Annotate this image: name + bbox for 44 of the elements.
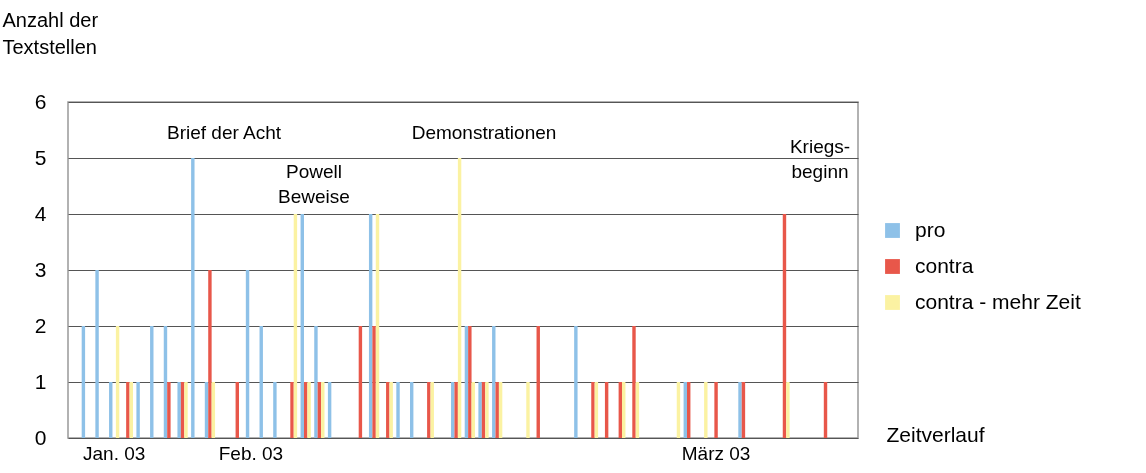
legend-label: contra - mehr Zeit: [915, 289, 1081, 313]
bar: [495, 382, 499, 438]
bar: [95, 270, 99, 438]
bar: [738, 382, 742, 438]
bar: [184, 382, 188, 438]
bar: [485, 382, 489, 438]
bar: [273, 382, 277, 438]
bar: [591, 382, 595, 438]
y-tick-label: 4: [34, 201, 47, 225]
legend-label: pro: [915, 217, 946, 241]
x-axis-title: Zeitverlauf: [886, 422, 985, 446]
annotation: Brief der Acht: [166, 122, 282, 143]
bar: [136, 382, 140, 438]
bar: [177, 382, 181, 438]
bar: [307, 382, 311, 438]
bar: [372, 326, 376, 438]
bar: [290, 382, 294, 438]
bar: [167, 382, 171, 438]
annotation: Demonstrationen: [411, 122, 557, 143]
bar: [714, 382, 718, 438]
x-tick-label: Feb. 03: [218, 442, 284, 464]
y-tick-label: 6: [34, 89, 47, 113]
bar: [208, 270, 212, 438]
bar: [786, 382, 790, 438]
y-tick-label: 5: [34, 145, 47, 169]
y-tick-label: 2: [34, 313, 47, 337]
annotation: Powell Beweise: [278, 161, 350, 207]
x-tick-label: März 03: [681, 442, 751, 464]
bar: [314, 326, 318, 438]
bar: [574, 326, 578, 438]
bar: [468, 326, 472, 438]
y-axis-title: Anzahl der Textstellen: [2, 8, 99, 58]
x-tick-label: Jan. 03: [83, 442, 146, 464]
bar: [526, 382, 530, 438]
bar: [478, 382, 482, 438]
bar: [191, 158, 195, 438]
bar: [704, 382, 708, 438]
annotation: Kriegs- beginn: [789, 136, 851, 182]
bar: [396, 382, 400, 438]
legend-label: contra: [915, 253, 974, 277]
y-tick-label: 3: [34, 257, 47, 281]
bar: [632, 326, 636, 438]
y-tick-label: 1: [34, 369, 47, 393]
y-tick-label: 0: [34, 425, 47, 449]
